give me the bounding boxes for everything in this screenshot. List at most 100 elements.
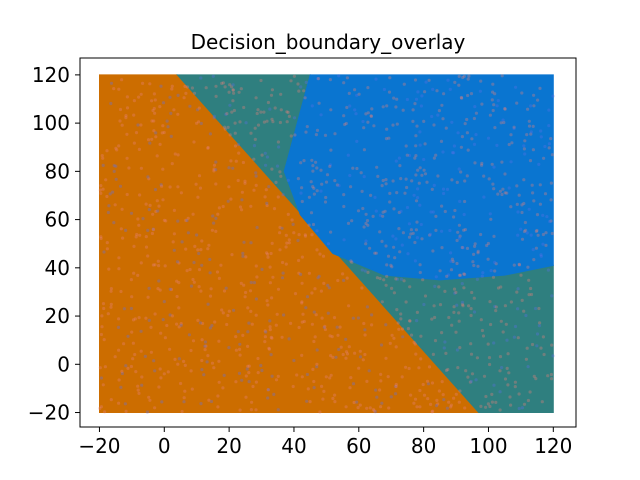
scatter-point — [242, 283, 246, 287]
scatter-point — [102, 306, 106, 311]
scatter-point — [262, 110, 266, 114]
scatter-point — [101, 383, 105, 387]
scatter-point — [538, 202, 543, 206]
scatter-point — [525, 346, 529, 350]
scatter-point — [287, 114, 291, 118]
scatter-point — [404, 177, 408, 181]
scatter-point — [281, 193, 285, 197]
scatter-point — [328, 376, 332, 380]
scatter-point — [381, 210, 385, 214]
scatter-point — [172, 232, 176, 236]
scatter-point — [522, 309, 526, 313]
scatter-point — [472, 263, 476, 268]
scatter-point — [302, 89, 306, 93]
scatter-point — [384, 182, 388, 186]
scatter-point — [124, 228, 128, 232]
scatter-point — [463, 272, 467, 276]
scatter-point — [474, 111, 478, 115]
scatter-point — [176, 185, 180, 189]
scatter-point — [265, 203, 269, 208]
scatter-point — [394, 384, 398, 389]
scatter-point — [140, 383, 144, 387]
scatter-point — [427, 365, 432, 369]
scatter-point — [472, 310, 477, 314]
scatter-point — [519, 227, 523, 231]
scatter-point — [547, 124, 551, 128]
scatter-point — [394, 384, 398, 388]
scatter-point — [141, 217, 145, 221]
scatter-point — [451, 259, 455, 264]
scatter-point — [291, 384, 295, 389]
scatter-point — [406, 327, 410, 331]
scatter-point — [461, 304, 465, 308]
scatter-point — [489, 269, 493, 273]
scatter-point — [405, 97, 409, 102]
scatter-point — [212, 114, 216, 118]
scatter-point — [156, 259, 160, 263]
scatter-point — [375, 395, 379, 399]
scatter-point — [524, 228, 528, 232]
scatter-point — [488, 113, 492, 117]
scatter-point — [103, 365, 107, 369]
scatter-point — [165, 323, 169, 328]
scatter-point — [214, 160, 218, 164]
scatter-point — [307, 195, 311, 199]
scatter-point — [252, 188, 256, 192]
scatter-point — [149, 325, 153, 329]
scatter-point — [344, 405, 348, 409]
scatter-point — [534, 246, 539, 250]
scatter-point — [482, 374, 487, 378]
scatter-point — [460, 135, 464, 139]
scatter-point — [249, 280, 253, 285]
scatter-point — [175, 322, 179, 326]
scatter-point — [120, 369, 124, 373]
scatter-point — [498, 408, 502, 412]
scatter-point — [197, 120, 201, 124]
scatter-point — [444, 126, 448, 130]
scatter-point — [438, 269, 442, 273]
scatter-point — [276, 374, 280, 378]
scatter-point — [317, 274, 321, 278]
scatter-point — [394, 237, 398, 241]
scatter-point — [98, 366, 102, 370]
scatter-point — [512, 263, 516, 267]
scatter-point — [429, 402, 433, 406]
scatter-point — [473, 105, 477, 109]
scatter-point — [233, 144, 238, 148]
scatter-point — [479, 79, 483, 83]
scatter-point — [364, 221, 368, 226]
scatter-point — [152, 129, 156, 133]
scatter-point — [421, 382, 425, 387]
scatter-point — [304, 80, 308, 84]
scatter-point — [390, 286, 394, 290]
scatter-point — [417, 181, 421, 185]
y-tick-label: 60 — [45, 208, 70, 232]
x-tick-label: 80 — [411, 434, 436, 458]
scatter-point — [466, 375, 470, 379]
scatter-point — [505, 191, 509, 195]
scatter-point — [407, 222, 411, 226]
scatter-point — [361, 119, 365, 124]
scatter-point — [456, 131, 460, 135]
x-tick-label: 100 — [469, 434, 507, 458]
scatter-point — [222, 373, 226, 377]
scatter-point — [192, 280, 196, 284]
scatter-point — [412, 193, 416, 197]
scatter-point — [353, 351, 357, 355]
scatter-point — [361, 206, 365, 211]
scatter-point — [276, 408, 280, 412]
scatter-point — [265, 201, 269, 205]
scatter-point — [193, 244, 197, 248]
scatter-point — [250, 400, 254, 404]
scatter-point — [420, 173, 424, 177]
scatter-point — [378, 388, 382, 392]
scatter-point — [305, 295, 310, 299]
scatter-point — [113, 355, 117, 359]
scatter-point — [151, 263, 155, 267]
scatter-point — [212, 167, 216, 171]
scatter-point — [239, 281, 243, 285]
scatter-point — [109, 305, 113, 309]
scatter-point — [192, 140, 196, 144]
scatter-point — [473, 244, 477, 248]
scatter-point — [522, 147, 527, 151]
